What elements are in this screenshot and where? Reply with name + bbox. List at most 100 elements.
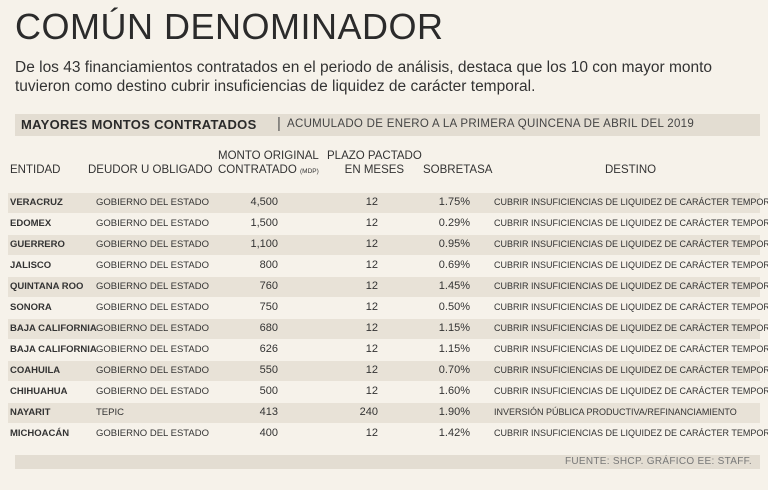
- cell-plazo: 12: [365, 385, 378, 397]
- cell-entidad: EDOMEX: [10, 218, 52, 229]
- cell-plazo: 12: [365, 196, 378, 208]
- cell-deudor: TEPIC: [96, 407, 124, 418]
- cell-monto: 760: [259, 280, 278, 292]
- table-row: QUINTANA ROO GOBIERNO DEL ESTADO 760 12 1.45…: [8, 277, 768, 297]
- cell-deudor: GOBIERNO DEL ESTADO: [96, 281, 209, 292]
- cell-entidad: QUINTANA ROO: [10, 281, 84, 292]
- cell-sobretasa: 1.45%: [438, 280, 470, 292]
- cell-plazo: 12: [365, 343, 378, 355]
- table-row: BAJA CALIFORNIA GOBIERNO DEL ESTADO 680 12 1…: [8, 319, 768, 339]
- table-row: NAYARIT TEPIC 413 240 1.90% INVERSIÓN PÚBLICA…: [8, 403, 760, 423]
- cell-sobretasa: 1.75%: [438, 196, 470, 208]
- header-entidad: ENTIDAD: [10, 164, 61, 176]
- cell-destino: INVERSIÓN PÚBLICA PRODUCTIVA/REFINANCIAM…: [494, 407, 737, 417]
- cell-deudor: GOBIERNO DEL ESTADO: [96, 260, 209, 271]
- cell-deudor: GOBIERNO DEL ESTADO: [96, 302, 209, 313]
- cell-sobretasa: 1.15%: [438, 343, 470, 355]
- cell-destino: CUBRIR INSUFICIENCIAS DE LIQUIDEZ DE CAR…: [494, 281, 768, 291]
- header-monto-line2: CONTRATADO (MDP): [218, 163, 319, 179]
- cell-deudor: GOBIERNO DEL ESTADO: [96, 218, 209, 229]
- cell-destino: CUBRIR INSUFICIENCIAS DE LIQUIDEZ DE CAR…: [494, 428, 768, 438]
- cell-plazo: 12: [365, 427, 378, 439]
- cell-plazo: 12: [365, 259, 378, 271]
- page-title: COMÚN DENOMINADOR: [15, 6, 444, 47]
- source-footer: FUENTE: SHCP. GRÁFICO EE: STAFF.: [15, 455, 760, 469]
- table-row: SONORA GOBIERNO DEL ESTADO 750 12 0.50% CUBRI…: [8, 298, 768, 318]
- cell-plazo: 12: [365, 364, 378, 376]
- cell-destino: CUBRIR INSUFICIENCIAS DE LIQUIDEZ DE CAR…: [494, 197, 768, 207]
- cell-deudor: GOBIERNO DEL ESTADO: [96, 239, 209, 250]
- table-caption-subtitle: ACUMULADO DE ENERO A LA PRIMERA QUINCENA…: [287, 118, 695, 130]
- cell-deudor: GOBIERNO DEL ESTADO: [96, 344, 209, 355]
- table-row: EDOMEX GOBIERNO DEL ESTADO 1,500 12 0.29% CUB…: [8, 214, 768, 234]
- header-monto-unit: (MDP): [300, 168, 319, 175]
- cell-entidad: GUERRERO: [10, 239, 65, 250]
- header-monto-line1: MONTO ORIGINAL: [218, 150, 319, 162]
- cell-entidad: JALISCO: [10, 260, 52, 271]
- cell-entidad: SONORA: [10, 302, 52, 313]
- cell-sobretasa: 1.90%: [438, 406, 470, 418]
- cell-deudor: GOBIERNO DEL ESTADO: [96, 323, 209, 334]
- cell-entidad: BAJA CALIFORNIA: [10, 344, 97, 355]
- cell-monto: 750: [259, 301, 278, 313]
- cell-destino: CUBRIR INSUFICIENCIAS DE LIQUIDEZ DE CAR…: [494, 365, 768, 375]
- cell-sobretasa: 0.69%: [438, 259, 470, 271]
- table-caption-title: MAYORES MONTOS CONTRATADOS: [21, 117, 257, 132]
- cell-plazo: 12: [365, 238, 378, 250]
- cell-sobretasa: 1.60%: [438, 385, 470, 397]
- cell-destino: CUBRIR INSUFICIENCIAS DE LIQUIDEZ DE CAR…: [494, 323, 768, 333]
- cell-entidad: MICHOACÁN: [10, 428, 70, 439]
- cell-destino: CUBRIR INSUFICIENCIAS DE LIQUIDEZ DE CAR…: [494, 218, 768, 228]
- cell-destino: CUBRIR INSUFICIENCIAS DE LIQUIDEZ DE CAR…: [494, 386, 768, 396]
- cell-sobretasa: 0.50%: [438, 301, 470, 313]
- table-row: CHIHUAHUA GOBIERNO DEL ESTADO 500 12 1.60% CU…: [8, 382, 768, 402]
- cell-deudor: GOBIERNO DEL ESTADO: [96, 197, 209, 208]
- table-row: MICHOACÁN GOBIERNO DEL ESTADO 400 12 1.42% CU…: [8, 424, 768, 444]
- cell-entidad: COAHUILA: [10, 365, 61, 376]
- header-plazo-line1: PLAZO PACTADO: [327, 150, 422, 162]
- cell-monto: 800: [259, 259, 278, 271]
- cell-sobretasa: 0.95%: [438, 238, 470, 250]
- cell-entidad: CHIHUAHUA: [10, 386, 68, 397]
- cell-destino: CUBRIR INSUFICIENCIAS DE LIQUIDEZ DE CAR…: [494, 239, 768, 249]
- table-row: BAJA CALIFORNIA GOBIERNO DEL ESTADO 626 12 1…: [8, 340, 768, 360]
- caption-separator: |: [277, 115, 281, 132]
- cell-destino: CUBRIR INSUFICIENCIAS DE LIQUIDEZ DE CAR…: [494, 302, 768, 312]
- cell-monto: 1,100: [250, 238, 278, 250]
- header-plazo-line2: EN MESES: [344, 164, 405, 176]
- cell-monto: 500: [259, 385, 278, 397]
- table-row: JALISCO GOBIERNO DEL ESTADO 800 12 0.69% CUBR…: [8, 256, 768, 276]
- cell-monto: 626: [259, 343, 278, 355]
- cell-deudor: GOBIERNO DEL ESTADO: [96, 365, 209, 376]
- cell-destino: CUBRIR INSUFICIENCIAS DE LIQUIDEZ DE CAR…: [494, 260, 768, 270]
- cell-monto: 1,500: [250, 217, 278, 229]
- header-sobretasa: SOBRETASA: [423, 164, 493, 176]
- cell-entidad: VERACRUZ: [10, 197, 63, 208]
- cell-deudor: GOBIERNO DEL ESTADO: [96, 428, 209, 439]
- table-row: VERACRUZ GOBIERNO DEL ESTADO 4,500 12 1.75% C…: [8, 193, 768, 213]
- header-monto: MONTO ORIGINAL CONTRATADO (MDP): [218, 149, 319, 179]
- table-caption-bar: MAYORES MONTOS CONTRATADOS | ACUMULADO D…: [15, 114, 760, 136]
- cell-monto: 680: [259, 322, 278, 334]
- header-deudor: DEUDOR U OBLIGADO: [88, 164, 213, 176]
- table-row: GUERRERO GOBIERNO DEL ESTADO 1,100 12 0.95% C…: [8, 235, 768, 255]
- header-monto-line2-text: CONTRATADO: [218, 164, 297, 176]
- header-destino: DESTINO: [605, 164, 657, 176]
- cell-monto: 413: [259, 406, 278, 418]
- cell-monto: 550: [259, 364, 278, 376]
- page-subtitle: De los 43 financiamientos contratados en…: [15, 59, 713, 95]
- cell-destino: CUBRIR INSUFICIENCIAS DE LIQUIDEZ DE CAR…: [494, 344, 768, 354]
- cell-entidad: BAJA CALIFORNIA: [10, 323, 97, 334]
- cell-deudor: GOBIERNO DEL ESTADO: [96, 386, 209, 397]
- cell-plazo: 12: [365, 301, 378, 313]
- cell-sobretasa: 1.42%: [438, 427, 470, 439]
- cell-sobretasa: 0.70%: [438, 364, 470, 376]
- cell-plazo: 12: [365, 217, 378, 229]
- cell-monto: 4,500: [250, 196, 278, 208]
- cell-plazo: 12: [365, 280, 378, 292]
- table-row: COAHUILA GOBIERNO DEL ESTADO 550 12 0.70% CUB…: [8, 361, 768, 381]
- source-text: FUENTE: SHCP. GRÁFICO EE: STAFF.: [564, 456, 752, 467]
- cell-entidad: NAYARIT: [10, 407, 51, 418]
- cell-sobretasa: 1.15%: [438, 322, 470, 334]
